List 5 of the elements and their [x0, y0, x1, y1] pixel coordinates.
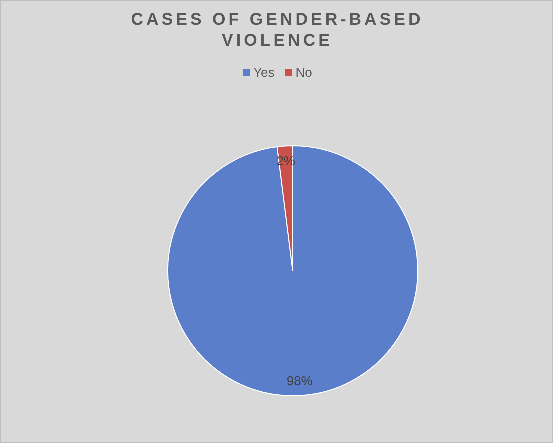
chart-title: CASES OF GENDER-BASED VIOLENCE: [130, 9, 425, 51]
data-label: 98%: [286, 373, 314, 388]
legend-label: No: [294, 65, 312, 80]
pie-slice: [168, 146, 418, 396]
legend-label: Yes: [252, 65, 275, 80]
